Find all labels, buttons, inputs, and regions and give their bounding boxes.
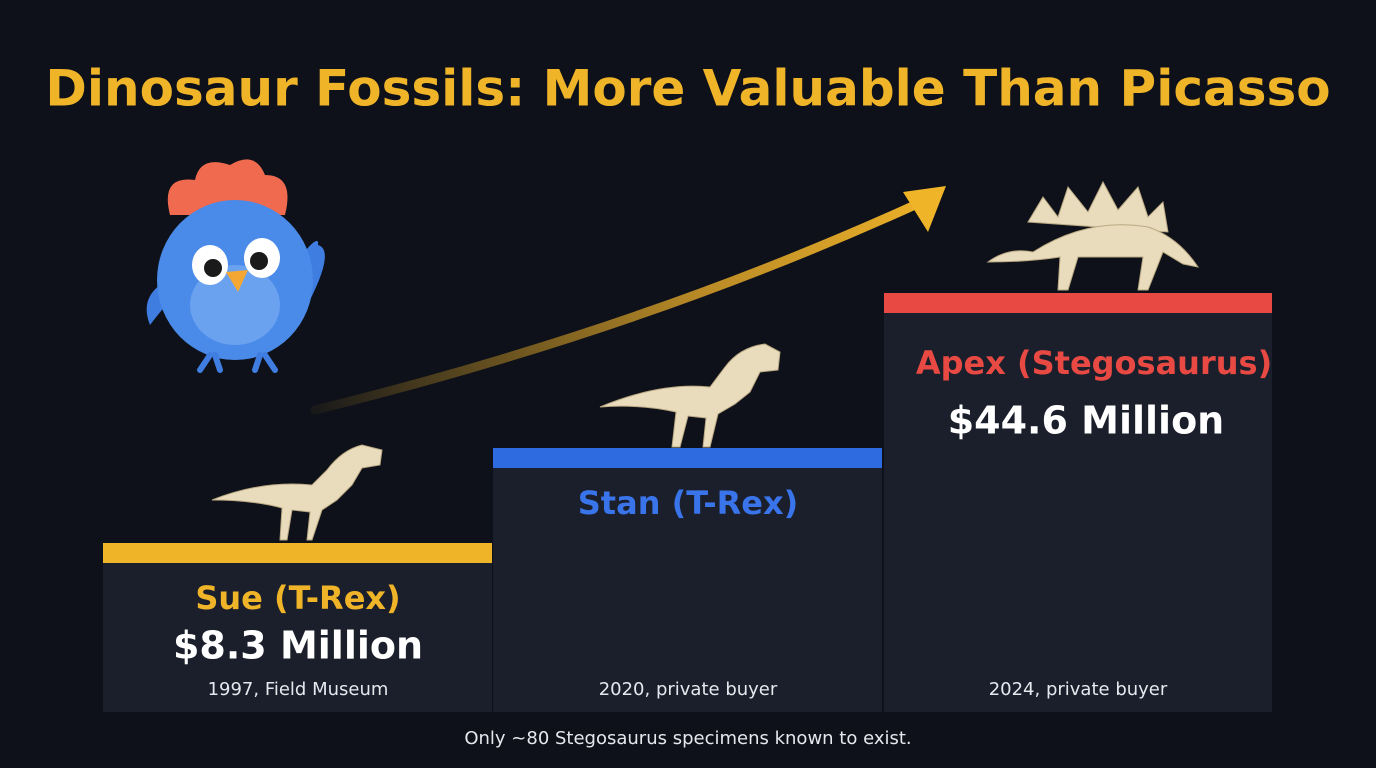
step-bar <box>884 293 1272 313</box>
step-bar <box>103 543 492 563</box>
step-note: 1997, Field Museum <box>208 679 389 700</box>
step-note: 2020, private buyer <box>599 679 778 700</box>
step-name: Apex (Stegosaurus) <box>916 344 1272 382</box>
t-rex-skeleton <box>599 343 781 448</box>
step-panel <box>493 468 882 712</box>
mascot <box>146 159 325 373</box>
footnote: Only ~80 Stegosaurus specimens known to … <box>464 728 911 749</box>
t-rex-skeleton <box>211 444 383 541</box>
step-name: Sue (T-Rex) <box>195 579 400 617</box>
trend-arrow <box>310 200 920 415</box>
step-bar <box>493 448 882 468</box>
stegosaurus-skeleton <box>986 180 1200 291</box>
step-price: $44.6 Million <box>948 399 1225 443</box>
step-panel <box>103 563 492 712</box>
step-name: Stan (T-Rex) <box>578 484 799 522</box>
step-panel <box>884 313 1272 712</box>
title: Dinosaur Fossils: More Valuable Than Pic… <box>45 60 1330 118</box>
arrow-head <box>903 186 946 232</box>
step-note: 2024, private buyer <box>989 679 1168 700</box>
step-price: $8.3 Million <box>173 624 423 668</box>
